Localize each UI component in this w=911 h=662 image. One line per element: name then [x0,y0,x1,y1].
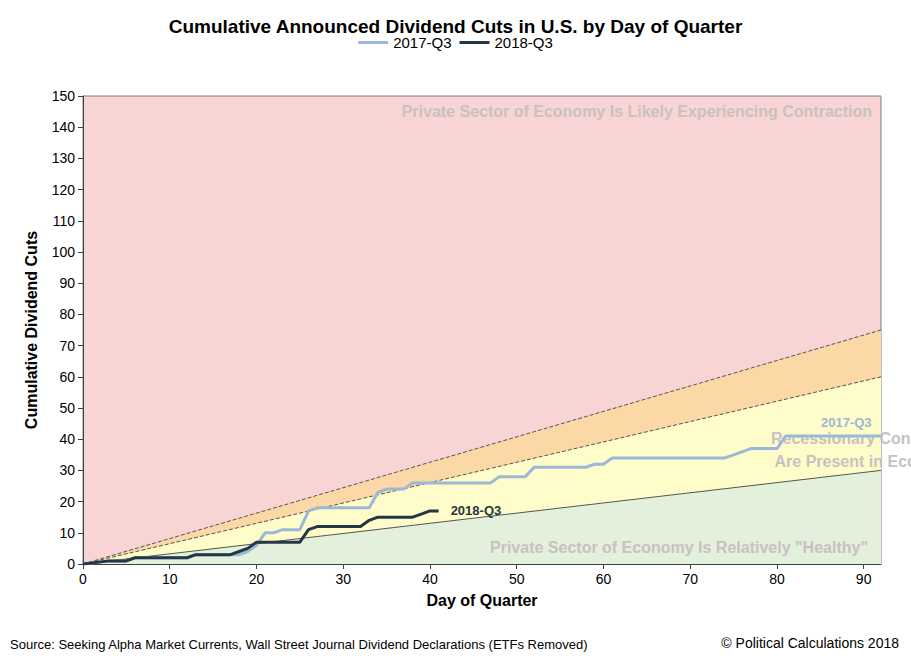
svg-text:90: 90 [59,275,75,291]
svg-text:60: 60 [59,369,75,385]
svg-text:2018-Q3: 2018-Q3 [494,34,553,51]
svg-text:80: 80 [59,306,75,322]
svg-text:10: 10 [162,571,178,587]
svg-text:2018-Q3: 2018-Q3 [451,503,502,518]
svg-text:150: 150 [52,88,76,104]
svg-text:Private Sector of Economy Is L: Private Sector of Economy Is Likely Expe… [402,103,872,120]
svg-text:Are Present in Economy: Are Present in Economy [775,453,911,470]
svg-text:80: 80 [769,571,785,587]
svg-text:40: 40 [422,571,438,587]
svg-text:Cumulative Dividend Cuts: Cumulative Dividend Cuts [23,231,40,429]
svg-text:© Political Calculations 2018: © Political Calculations 2018 [721,635,899,651]
svg-text:70: 70 [682,571,698,587]
svg-text:2017-Q3: 2017-Q3 [393,34,452,51]
svg-text:120: 120 [52,182,76,198]
svg-text:50: 50 [509,571,525,587]
svg-text:130: 130 [52,150,76,166]
svg-text:Source: Seeking Alpha Market C: Source: Seeking Alpha Market Currents, W… [10,637,588,652]
svg-text:0: 0 [79,571,87,587]
svg-text:30: 30 [335,571,351,587]
svg-text:20: 20 [59,494,75,510]
svg-text:Private Sector of Economy Is R: Private Sector of Economy Is Relatively … [490,539,868,556]
svg-text:140: 140 [52,119,76,135]
svg-text:100: 100 [52,244,76,260]
svg-text:Recessionary Conditions: Recessionary Conditions [771,430,911,447]
svg-text:Day of Quarter: Day of Quarter [426,592,537,609]
svg-text:10: 10 [59,525,75,541]
svg-text:50: 50 [59,400,75,416]
svg-text:2017-Q3: 2017-Q3 [821,415,872,430]
svg-text:0: 0 [67,556,75,572]
svg-text:30: 30 [59,462,75,478]
svg-text:40: 40 [59,431,75,447]
svg-text:20: 20 [249,571,265,587]
svg-text:70: 70 [59,338,75,354]
svg-text:90: 90 [856,571,872,587]
svg-text:60: 60 [596,571,612,587]
svg-text:110: 110 [53,213,76,229]
svg-text:Cumulative Announced Dividend: Cumulative Announced Dividend Cuts in U.… [169,16,743,37]
